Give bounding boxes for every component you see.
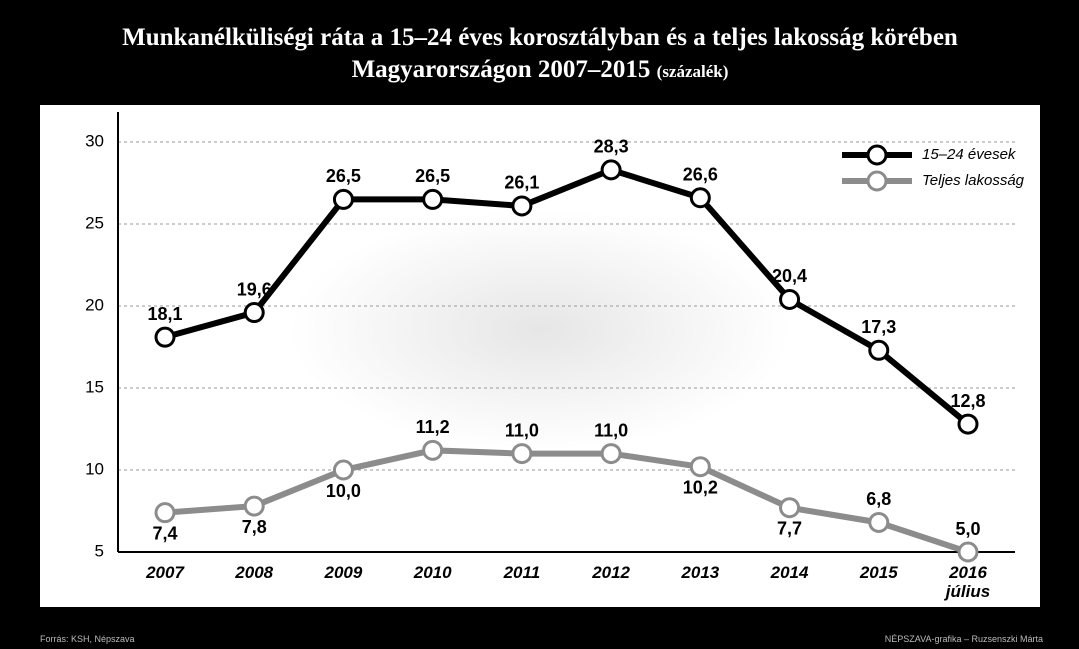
data-point (513, 197, 531, 215)
data-label: 11,0 (505, 420, 539, 440)
data-label: 17,3 (861, 317, 896, 337)
y-tick-label: 15 (85, 377, 104, 396)
data-point (424, 441, 442, 459)
unit: (százalék) (657, 62, 729, 81)
legend-marker (868, 146, 886, 164)
page: 5 10 15 20 25 30 18,1 19,6 26,5 26,5 26,1 28,3 26,6 2… (0, 0, 1079, 649)
legend-label: Teljes lakosság (922, 172, 1025, 189)
x-tick-label: 2008 (219, 563, 289, 582)
x-tick-label: 2014 (755, 563, 825, 582)
data-point (691, 189, 709, 207)
x-tick-label: 2013 (665, 563, 735, 582)
data-point (781, 499, 799, 517)
data-label: 5,0 (955, 519, 980, 539)
data-label: 28,3 (594, 137, 629, 157)
data-label: 11,0 (594, 420, 628, 440)
credit: NÉPSZAVA-grafika – Ruzsenszki Márta (885, 634, 1043, 644)
data-point (959, 415, 977, 433)
data-point (959, 543, 977, 561)
data-label: 7,7 (777, 518, 802, 538)
y-tick-label: 10 (85, 459, 104, 478)
data-label: 20,4 (772, 266, 807, 286)
title-text: Munkanélküliségi ráta a 15–24 éves koros… (122, 24, 958, 83)
data-label: 10,0 (326, 481, 361, 501)
x-tick-label: 2016 július (933, 563, 1003, 601)
x-tick-label: 2007 (130, 563, 200, 582)
data-label: 19,6 (237, 279, 272, 299)
data-point (245, 497, 263, 515)
chart-title: Munkanélküliségi ráta a 15–24 éves koros… (60, 22, 1020, 88)
data-point (513, 445, 531, 463)
data-point (156, 504, 174, 522)
data-point (424, 190, 442, 208)
data-point (602, 445, 620, 463)
data-point (602, 161, 620, 179)
data-point (334, 190, 352, 208)
legend-label: 15–24 évesek (922, 146, 1017, 163)
data-label: 26,1 (504, 173, 539, 193)
y-tick-label: 30 (85, 131, 104, 150)
data-point (781, 290, 799, 308)
data-point (870, 341, 888, 359)
data-label: 7,8 (242, 517, 267, 537)
data-label: 6,8 (866, 489, 891, 509)
data-label: 7,4 (152, 523, 177, 543)
data-label: 26,6 (683, 165, 718, 185)
x-tick-label: 2012 (576, 563, 646, 582)
y-tick-label: 5 (95, 541, 104, 560)
data-point (691, 458, 709, 476)
y-tick-label: 20 (85, 295, 104, 314)
data-label: 26,5 (326, 166, 361, 186)
x-tick-label: 2011 (487, 563, 557, 582)
data-label: 10,2 (683, 477, 718, 497)
data-point (870, 513, 888, 531)
source: Forrás: KSH, Népszava (40, 634, 135, 644)
data-point (245, 304, 263, 322)
x-tick-label: 2009 (308, 563, 378, 582)
y-tick-label: 25 (85, 213, 104, 232)
data-label: 12,8 (950, 391, 985, 411)
data-point (334, 461, 352, 479)
data-point (156, 328, 174, 346)
legend-marker (868, 172, 886, 190)
data-label: 26,5 (415, 166, 450, 186)
chart: 5 10 15 20 25 30 18,1 19,6 26,5 26,5 26,1 28,3 26,6 2… (0, 0, 1079, 649)
data-label: 18,1 (147, 304, 182, 324)
x-tick-label: 2010 (398, 563, 468, 582)
x-tick-label: 2015 (844, 563, 914, 582)
data-label: 11,2 (416, 417, 450, 437)
illustration (290, 210, 790, 450)
